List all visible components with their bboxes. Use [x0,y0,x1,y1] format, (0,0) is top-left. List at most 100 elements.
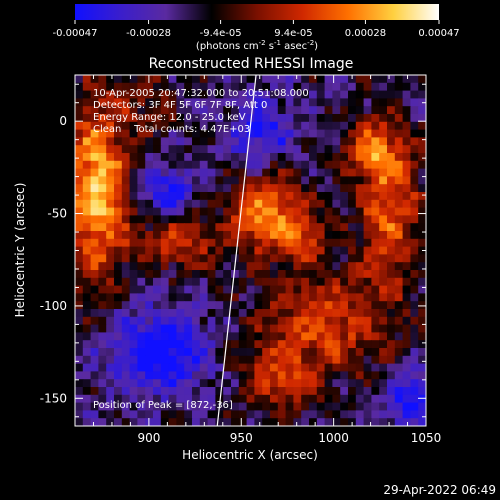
heatmap-cell [137,309,146,318]
heatmap-cell [301,418,310,426]
heatmap-cell [98,223,107,232]
heatmap-cell [98,402,107,411]
heatmap-cell [238,82,248,92]
heatmap-cell [394,410,404,419]
heatmap-cell [238,137,248,146]
heatmap-cell [75,316,84,326]
heatmap-cell [106,410,115,419]
heatmap-cell [223,121,232,131]
heatmap-cell [98,192,107,201]
heatmap-cell [316,402,326,411]
heatmap-cell [410,254,419,263]
heatmap-cell [301,301,310,310]
heatmap-cell [184,293,193,302]
heatmap-cell [98,309,107,318]
heatmap-cell [129,176,138,185]
heatmap-cell [285,75,294,84]
heatmap-cell [238,90,248,99]
heatmap-cell [348,270,357,279]
heatmap-cell [246,379,255,388]
y-axis-ticks: 0-50-100-150 [40,83,426,418]
heatmap-cell [301,262,310,271]
heatmap-cell [316,254,326,263]
heatmap-cell [199,90,209,99]
heatmap-cell [301,199,310,209]
heatmap-cell [316,262,326,271]
heatmap-cell [121,254,131,263]
heatmap-cell [293,82,302,92]
heatmap-cell [82,75,92,84]
heatmap-cell [168,348,177,357]
heatmap-cell [285,176,294,185]
heatmap-cell [402,192,411,201]
heatmap-cell [293,285,302,294]
heatmap-cell [199,231,209,240]
heatmap-cell [114,238,123,248]
heatmap-cell [215,176,224,185]
heatmap-cell [121,293,131,302]
heatmap-cell [293,137,302,146]
heatmap-cell [176,410,185,419]
heatmap-cell [192,98,201,107]
heatmap-cell [192,254,201,263]
heatmap-cell [363,371,372,380]
heatmap-cell [254,363,263,372]
heatmap-cell [418,332,426,341]
heatmap-cell [387,324,396,333]
heatmap-cell [145,246,154,255]
heatmap-cell [340,394,349,404]
heatmap-cell [215,340,224,349]
heatmap-cell [418,363,426,372]
heatmap-cell [262,106,271,115]
heatmap-cell [137,129,146,138]
heatmap-cell [184,418,193,426]
heatmap-cell [340,246,349,255]
heatmap-cell [137,153,146,162]
heatmap-cell [137,90,146,99]
heatmap-cell [410,324,419,333]
heatmap-cell [301,332,310,341]
heatmap-cell [199,293,209,302]
heatmap-cell [332,324,341,333]
heatmap-cell [246,106,255,115]
heatmap-cell [332,277,341,287]
heatmap-cell [231,355,240,365]
heatmap-cell [129,301,138,310]
heatmap-cell [301,340,310,349]
heatmap-cell [309,90,318,99]
heatmap-cell [277,324,287,333]
heatmap-cell [176,301,185,310]
heatmap-cell [145,231,154,240]
heatmap-cell [199,207,209,216]
heatmap-cell [106,371,115,380]
heatmap-cell [254,262,263,271]
heatmap-cell [215,410,224,419]
heatmap-cell [184,394,193,404]
heatmap-cell [82,371,92,380]
heatmap-cell [168,114,177,123]
heatmap-cell [316,371,326,380]
heatmap-cell [363,379,372,388]
heatmap-cell [387,316,396,326]
heatmap-cell [121,285,131,294]
heatmap-cell [270,223,279,232]
heatmap-cell [184,75,193,84]
heatmap-cell [293,168,302,177]
heatmap-cell [207,270,216,279]
heatmap-cell [246,309,255,318]
heatmap-cell [277,176,287,185]
heatmap-cell [262,168,271,177]
heatmap-cell [121,168,131,177]
heatmap-cell [231,114,240,123]
heatmap-cell [348,192,357,201]
heatmap-cell [402,293,411,302]
heatmap-cell [223,270,232,279]
heatmap-cell [192,340,201,349]
heatmap-cell [192,168,201,177]
heatmap-cell [394,270,404,279]
heatmap-cell [387,160,396,170]
heatmap-cell [262,238,271,248]
heatmap-cell [238,199,248,209]
heatmap-cell [371,348,380,357]
heatmap-cell [223,106,232,115]
